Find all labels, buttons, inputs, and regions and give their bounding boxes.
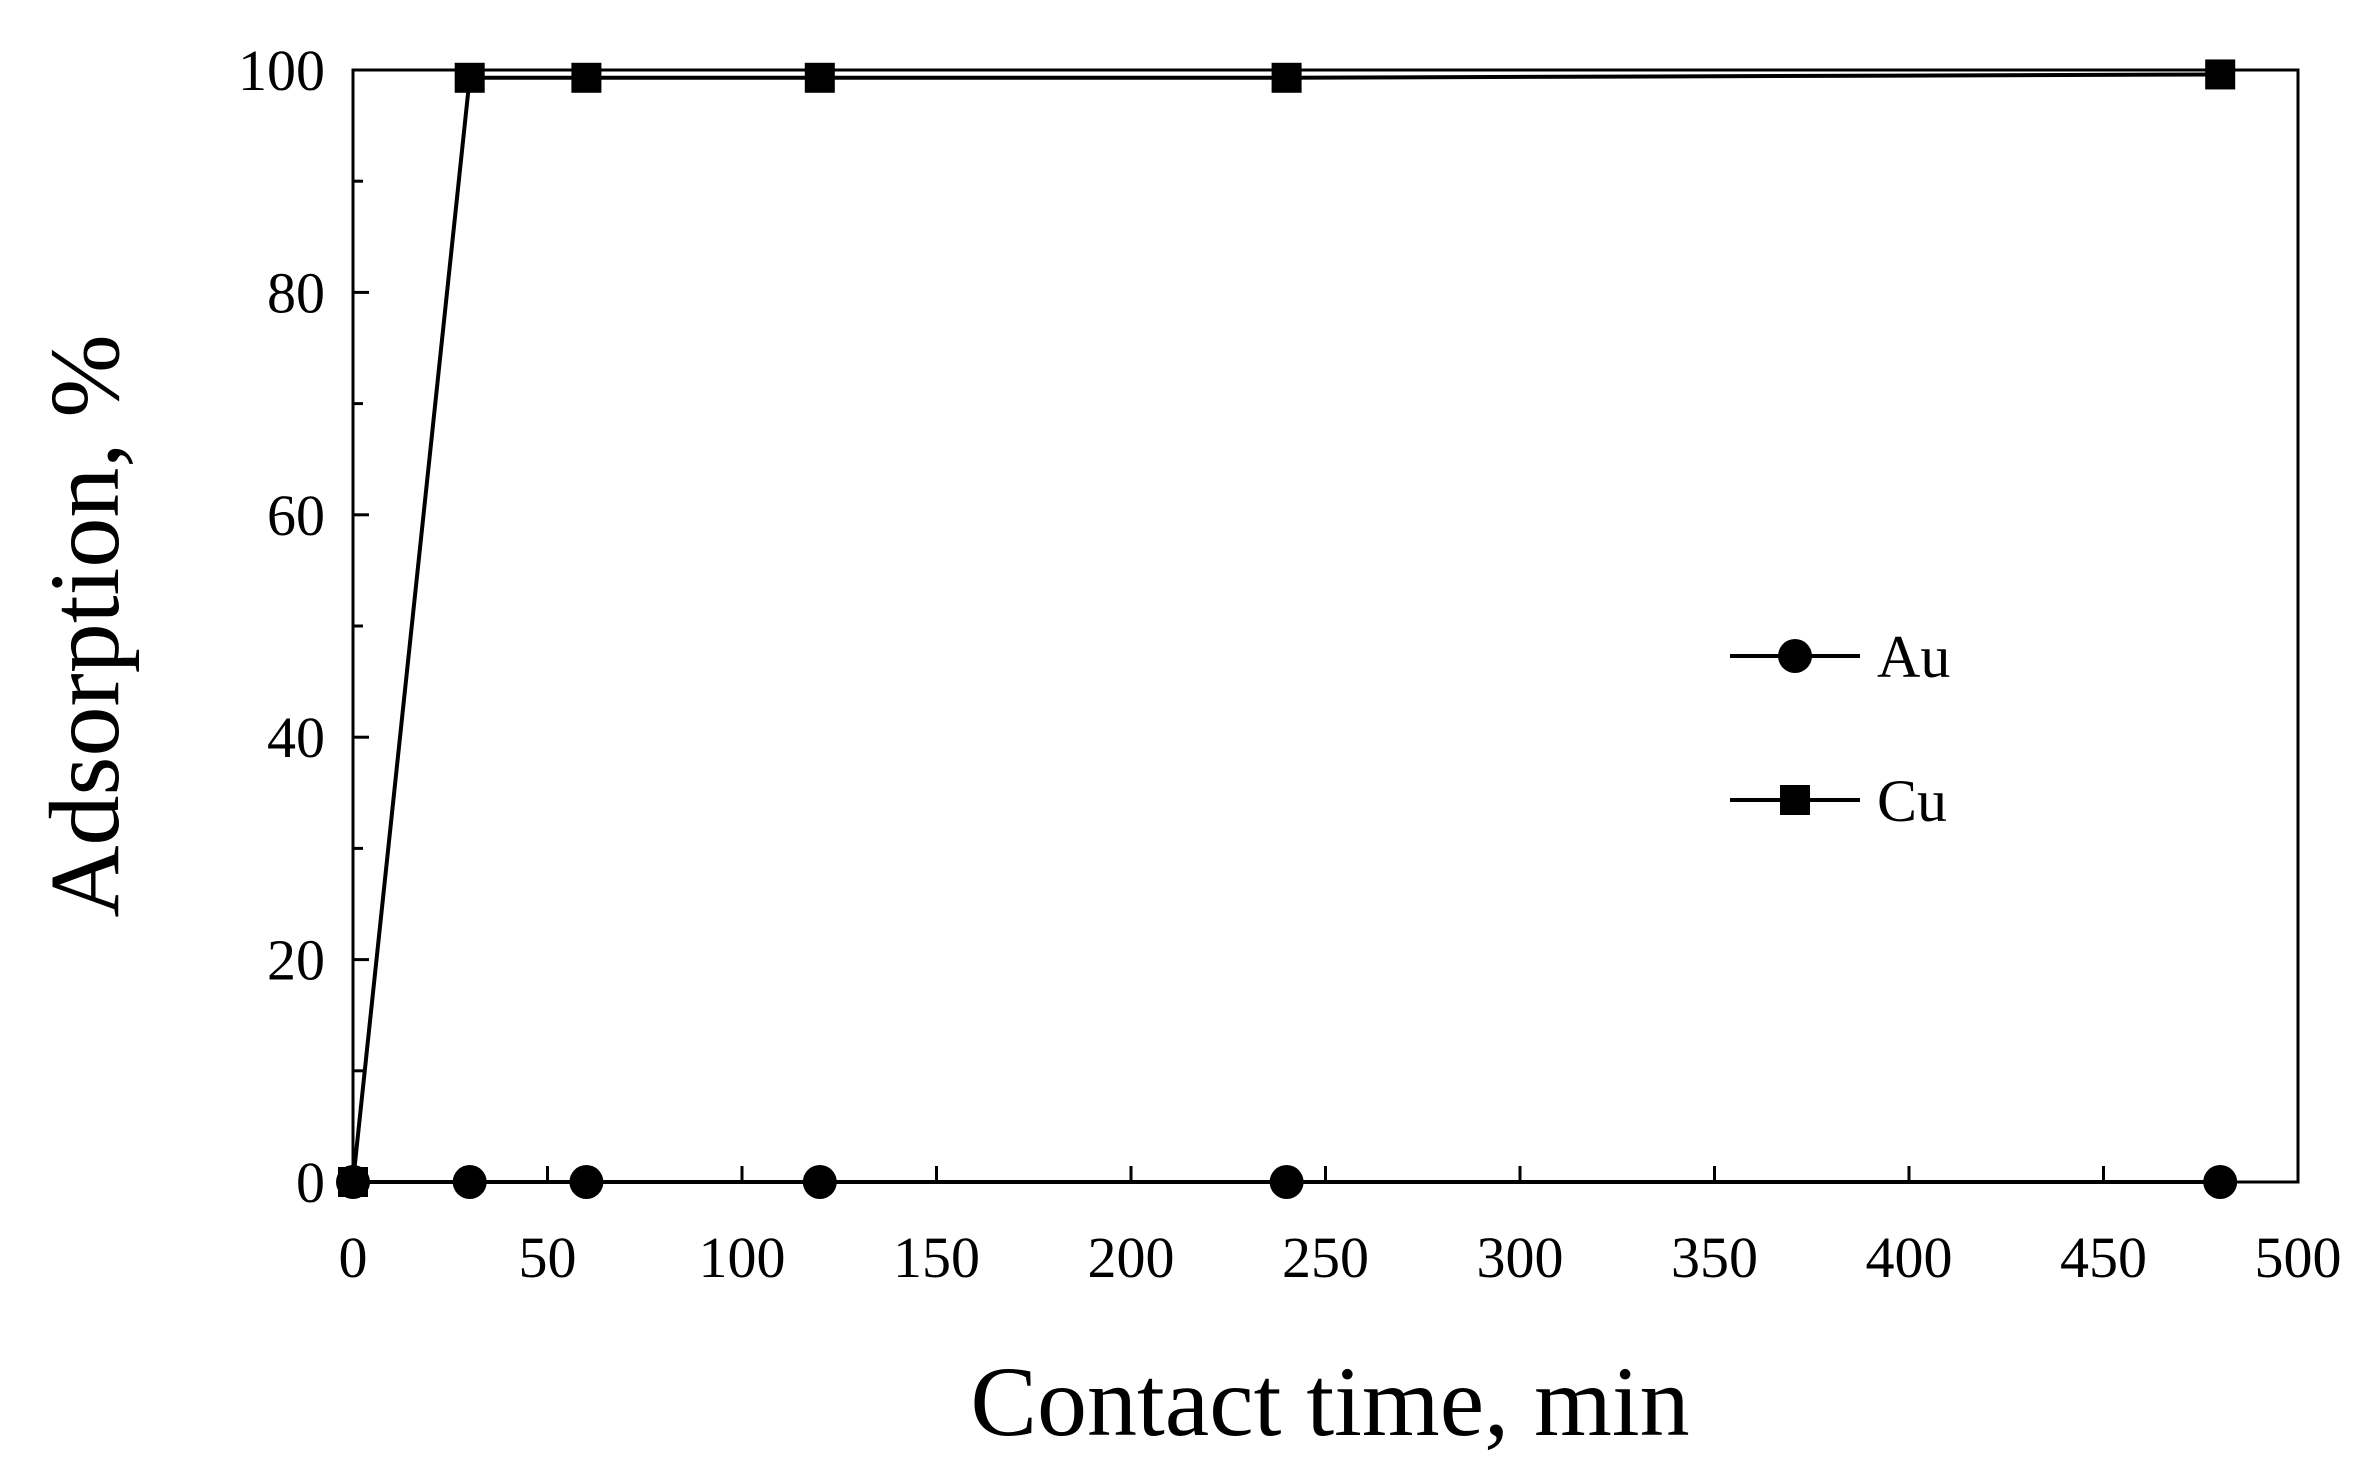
x-tick-label: 50: [519, 1225, 577, 1290]
y-tick-label: 60: [267, 483, 325, 548]
data-point-cu: [804, 62, 835, 93]
x-tick-label: 150: [893, 1225, 980, 1290]
y-axis-title: Adsorption, %: [29, 334, 140, 917]
x-axis-title: Contact time, min: [970, 1346, 1689, 1457]
data-point-au: [569, 1165, 604, 1199]
legend-item-cu: Cu: [1730, 768, 1947, 834]
legend-marker: [1780, 785, 1810, 815]
legend: Au Cu: [1730, 624, 1950, 834]
series-layer: [336, 59, 2238, 1199]
x-tick-label: 350: [1671, 1225, 1758, 1290]
series-cu: [338, 59, 2236, 1197]
x-tick-label: 100: [699, 1225, 786, 1290]
data-point-au: [2203, 1165, 2238, 1199]
x-tick-label: 250: [1282, 1225, 1369, 1290]
y-tick-label: 40: [267, 705, 325, 770]
x-tick-label: 0: [339, 1225, 368, 1290]
y-tick-label: 20: [267, 928, 325, 993]
legend-label: Au: [1877, 624, 1950, 690]
legend-item-au: Au: [1730, 624, 1950, 690]
series-au: [336, 1165, 2238, 1199]
legend-marker: [1778, 639, 1812, 673]
data-point-cu: [2205, 59, 2236, 90]
data-point-au: [336, 1165, 370, 1199]
plot-area-frame: [351, 68, 2300, 1184]
x-axis-ticks: 0 50 100 150 200 250 300 350 400 450 500: [339, 1166, 2342, 1290]
data-point-cu: [1271, 62, 1302, 93]
y-tick-label: 100: [238, 38, 325, 103]
legend-label: Cu: [1877, 768, 1947, 834]
data-point-au: [452, 1165, 487, 1199]
data-point-au: [1269, 1165, 1304, 1199]
y-tick-label: 80: [267, 260, 325, 325]
x-tick-label: 500: [2255, 1225, 2342, 1290]
x-tick-label: 400: [1866, 1225, 1953, 1290]
x-tick-label: 300: [1477, 1225, 1564, 1290]
data-point-cu: [571, 62, 602, 93]
y-tick-label: 0: [296, 1150, 325, 1215]
data-point-au: [802, 1165, 837, 1199]
y-axis-ticks: 0 20 40 60 80 100: [238, 38, 369, 1215]
data-point-cu: [454, 62, 485, 93]
x-tick-label: 200: [1088, 1225, 1175, 1290]
x-tick-label: 450: [2060, 1225, 2147, 1290]
series-line-cu: [351, 72, 2221, 1183]
